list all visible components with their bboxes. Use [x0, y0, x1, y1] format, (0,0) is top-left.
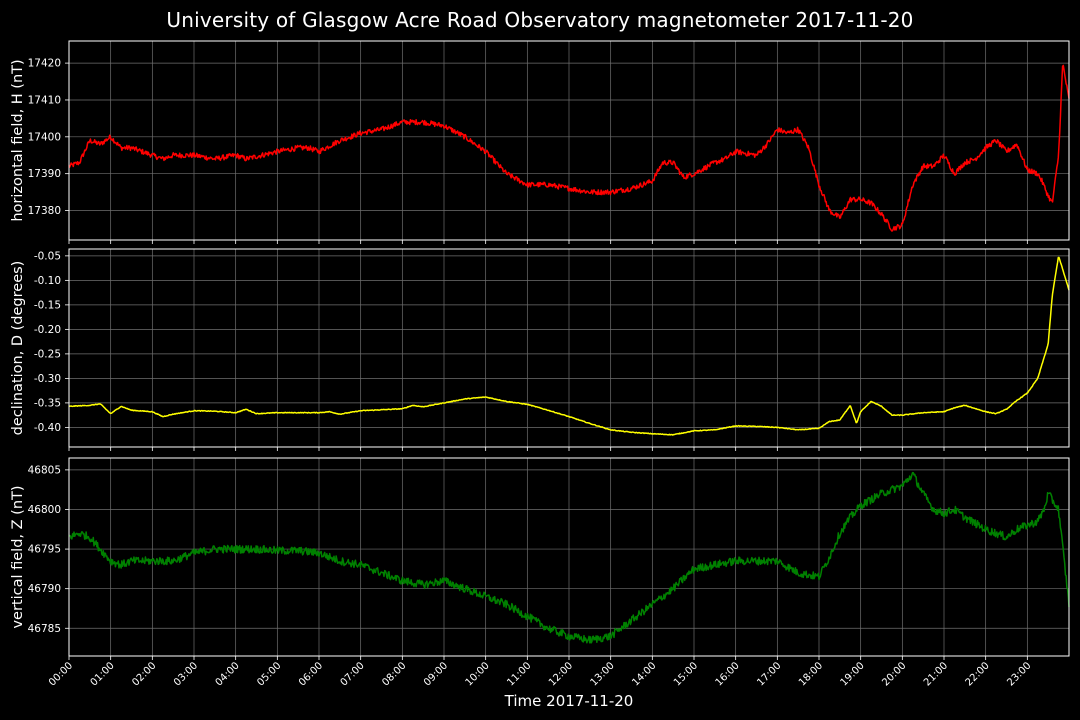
y-tick-label: 17400: [28, 131, 61, 143]
y-axis-label: vertical field, Z (nT): [10, 485, 26, 628]
x-tick-label: 21:00: [922, 660, 950, 688]
y-tick-label: -0.20: [34, 324, 61, 336]
series-line: [68, 471, 1070, 644]
x-tick-label: 18:00: [797, 660, 825, 688]
y-tick-label: -0.40: [34, 422, 61, 434]
x-tick-label: 22:00: [964, 660, 992, 688]
chart-title: University of Glasgow Acre Road Observat…: [166, 8, 914, 32]
y-tick-label: -0.25: [34, 348, 61, 360]
y-tick-label: 17380: [28, 205, 61, 217]
x-tick-label: 19:00: [839, 660, 867, 688]
x-tick-label: 05:00: [255, 660, 283, 688]
x-tick-label: 15:00: [672, 660, 700, 688]
x-tick-label: 23:00: [1005, 660, 1033, 688]
x-tick-label: 14:00: [630, 660, 658, 688]
x-tick-label: 09:00: [422, 660, 450, 688]
axes-frame: [68, 40, 1070, 241]
y-tick-label: -0.10: [34, 275, 61, 287]
x-tick-label: 17:00: [755, 660, 783, 688]
x-tick-label: 03:00: [172, 660, 200, 688]
y-tick-label: 46805: [28, 464, 61, 476]
x-tick-label: 13:00: [589, 660, 617, 688]
y-tick-label: 17390: [28, 168, 61, 180]
x-tick-label: 00:00: [47, 660, 75, 688]
panel-2: -0.40 -0.35 -0.30 -0.25 -0.20 -0.15 -0.10 -0.05…: [10, 248, 1070, 451]
axes-frame: [68, 457, 1070, 657]
x-tick-label: 01:00: [89, 660, 117, 688]
y-tick-label: 46785: [28, 623, 61, 635]
y-tick-label: -0.05: [34, 250, 61, 262]
x-tick-label: 12:00: [547, 660, 575, 688]
x-tick-label: 06:00: [297, 660, 325, 688]
x-tick-label: 11:00: [505, 660, 533, 688]
x-tick-label: 20:00: [880, 660, 908, 688]
x-tick-label: 02:00: [130, 660, 158, 688]
x-tick-label: 07:00: [339, 660, 367, 688]
y-tick-label: 17420: [28, 58, 61, 70]
y-tick-label: 46790: [28, 583, 61, 595]
y-axis-label: declination, D (degrees): [10, 261, 26, 436]
x-tick-label: 04:00: [214, 660, 242, 688]
y-tick-label: -0.15: [34, 299, 61, 311]
y-tick-label: -0.30: [34, 373, 61, 385]
x-tick-label: 16:00: [714, 660, 742, 688]
series-line: [68, 64, 1070, 232]
x-tick-label: 08:00: [380, 660, 408, 688]
x-tick-label: 10:00: [464, 660, 492, 688]
y-tick-label: 46795: [28, 544, 61, 556]
y-tick-label: 17410: [28, 94, 61, 106]
y-tick-label: -0.35: [34, 397, 61, 409]
y-axis-label: horizontal field, H (nT): [10, 59, 26, 221]
axes-frame: [68, 248, 1070, 448]
series-line: [68, 256, 1070, 436]
x-axis-label: Time 2017-11-20: [504, 692, 634, 710]
y-tick-label: 46800: [28, 504, 61, 516]
